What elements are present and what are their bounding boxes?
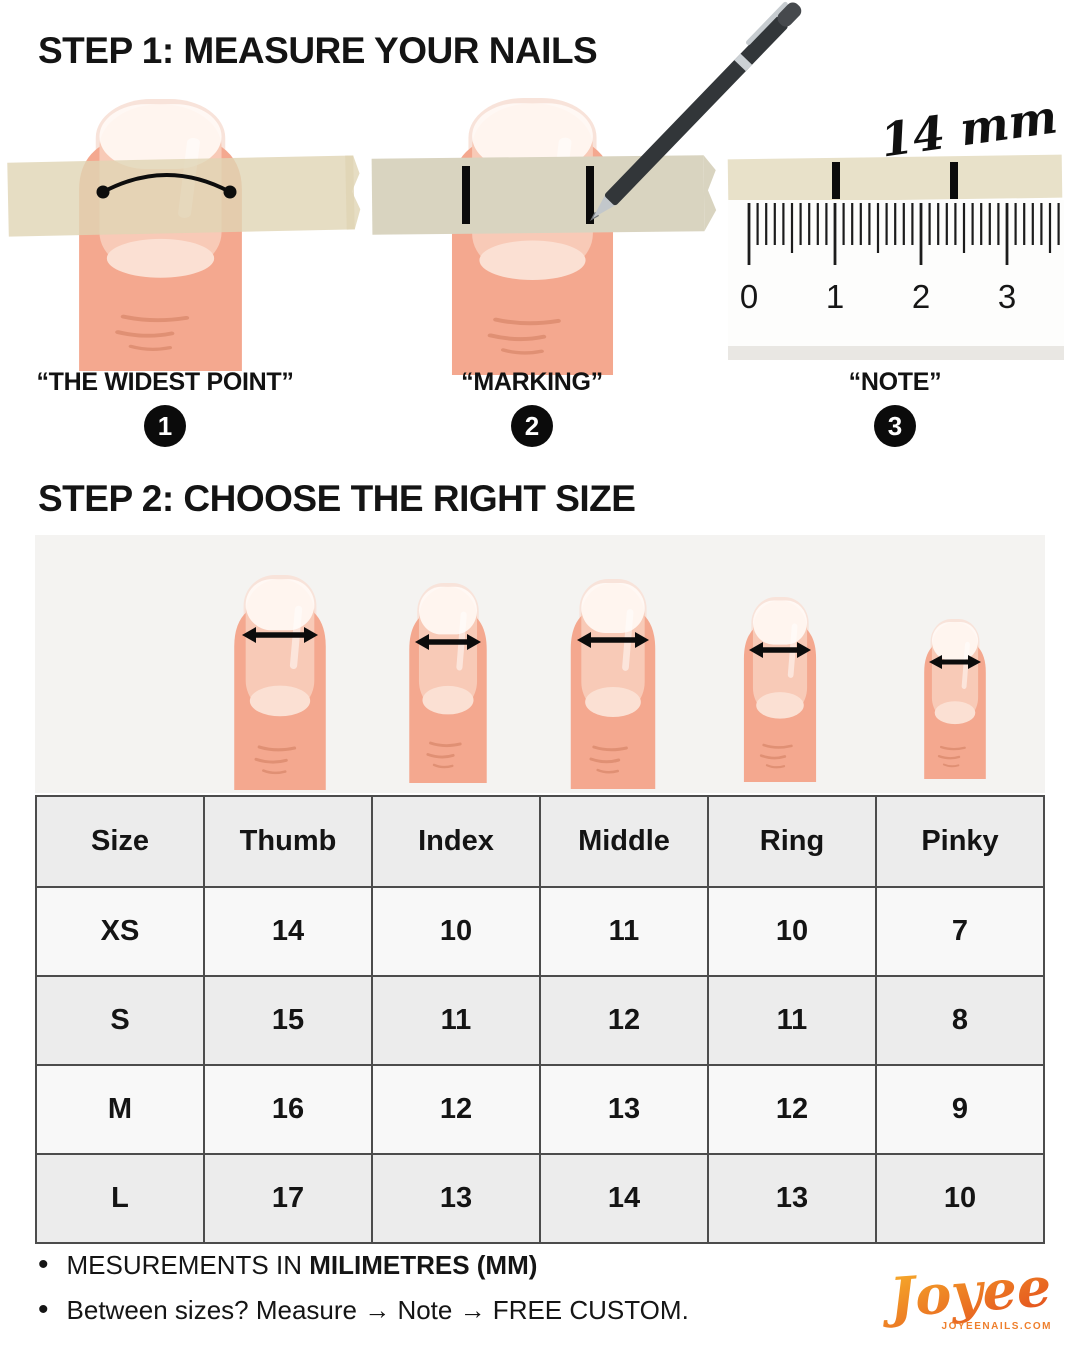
width-arrow [749,642,811,658]
thumb-nail-illustration [232,575,328,790]
cell: 12 [371,1064,541,1155]
cell: L [35,1153,205,1244]
left-mark [832,162,840,199]
width-arrow [577,632,649,648]
footer-notes: • MESUREMENTS IN MILIMETRES (MM) • Betwe… [38,1250,758,1340]
svg-text:0: 0 [740,278,758,315]
pinky-nail-illustration [923,619,987,779]
brand-name: Joyee [878,1254,1053,1330]
table-row-m: M 16 12 13 12 9 [35,1064,1045,1155]
cell: 11 [371,975,541,1066]
cell: 10 [707,886,877,977]
col-header-thumb: Thumb [203,795,373,888]
brand-logo: Joyee JOYEENAILS.COM [878,1254,1053,1332]
cell: 7 [875,886,1045,977]
right-mark [586,166,594,224]
caption-widest-point: “THE WIDEST POINT” [36,368,294,396]
caption-marking: “MARKING” [461,368,603,396]
cell: 9 [875,1064,1045,1155]
cell: XS [35,886,205,977]
table-header-row: Size Thumb Index Middle Ring Pinky [35,795,1045,888]
step1-title: STEP 1: MEASURE YOUR NAILS [38,30,598,71]
widest-point-illustration [7,95,361,377]
col-header-index: Index [371,795,541,888]
cell: 10 [371,886,541,977]
nail-sizes-panel [35,535,1045,793]
cell: 12 [707,1064,877,1155]
step-badge-3: 3 [874,405,916,447]
svg-text:1: 1 [826,278,844,315]
svg-text:2: 2 [912,278,930,315]
cell: 15 [203,975,373,1066]
width-measure-arc [96,173,237,199]
middle-nail-illustration [569,579,657,789]
tape-strip [7,155,361,237]
finger-illustration [79,99,242,371]
cell: 8 [875,975,1045,1066]
bullet-icon: • [38,1293,49,1326]
note-measurements: • MESUREMENTS IN MILIMETRES (MM) [38,1248,538,1281]
cell: M [35,1064,205,1155]
svg-text:3: 3 [998,278,1016,315]
cell: S [35,975,205,1066]
cell: 16 [203,1064,373,1155]
left-mark [462,166,470,224]
index-nail-illustration [407,583,489,783]
ruler-ticks [747,203,1060,265]
tape-strip [727,154,1063,203]
cell: 12 [539,975,709,1066]
brand-website: JOYEENAILS.COM [942,1321,1052,1332]
note-between-sizes: • Between sizes? Measure → Note → FREE C… [38,1293,689,1326]
col-header-ring: Ring [707,795,877,888]
cell: 14 [539,1153,709,1244]
table-row-xs: XS 14 10 11 10 7 [35,886,1045,977]
table-row-l: L 17 13 14 13 10 [35,1153,1045,1244]
step-badge-1: 1 [144,405,186,447]
col-header-size: Size [35,795,205,888]
table-row-s: S 15 11 12 11 8 [35,975,1045,1066]
step-badge-2: 2 [511,405,553,447]
cell: 13 [371,1153,541,1244]
size-chart-table: Size Thumb Index Middle Ring Pinky XS 14… [35,795,1045,1244]
cell: 17 [203,1153,373,1244]
cell: 11 [539,886,709,977]
caption-note: “NOTE” [848,368,942,396]
width-arrow [415,634,481,650]
pen-icon [590,1,802,221]
finger-illustration [452,98,613,375]
bullet-icon: • [38,1248,49,1281]
ring-nail-illustration [742,597,818,782]
col-header-middle: Middle [539,795,709,888]
tape-strip [371,155,717,235]
cell: 13 [539,1064,709,1155]
marking-illustration [371,1,802,378]
width-arrow [929,655,981,669]
col-header-pinky: Pinky [875,795,1045,888]
ruler-numbers: 0 1 2 3 [740,278,1016,315]
cell: 13 [707,1153,877,1244]
ruler-shadow [728,346,1064,360]
ruler-illustration: 14 mm 0 1 2 3 [727,89,1064,360]
cell: 14 [203,886,373,977]
width-arrow [242,627,318,643]
cell: 10 [875,1153,1045,1244]
cell: 11 [707,975,877,1066]
step2-title: STEP 2: CHOOSE THE RIGHT SIZE [38,478,636,519]
right-mark [950,162,958,199]
